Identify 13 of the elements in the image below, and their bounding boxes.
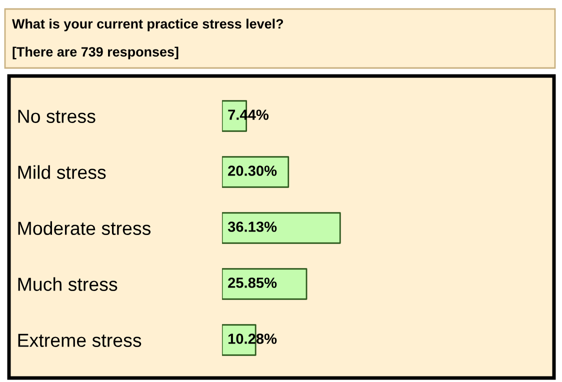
y-tick-label: Mild stress [18, 165, 106, 179]
bar [222, 268, 308, 300]
y-tick-label: Moderate stress [18, 221, 151, 235]
y-tick-label: Extreme stress [18, 334, 142, 347]
bar [222, 156, 290, 188]
text: [There are 739 responses] [12, 46, 178, 60]
y-tick-label: No stress [18, 110, 96, 123]
data-label: 36.13% [228, 222, 277, 232]
data-label: 20.30% [228, 166, 277, 176]
bar [222, 212, 341, 244]
data-label: 25.85% [228, 278, 277, 288]
chart-title: What is your current practice stress level? [12, 18, 284, 32]
y-tick-label: Much stress [18, 277, 118, 291]
